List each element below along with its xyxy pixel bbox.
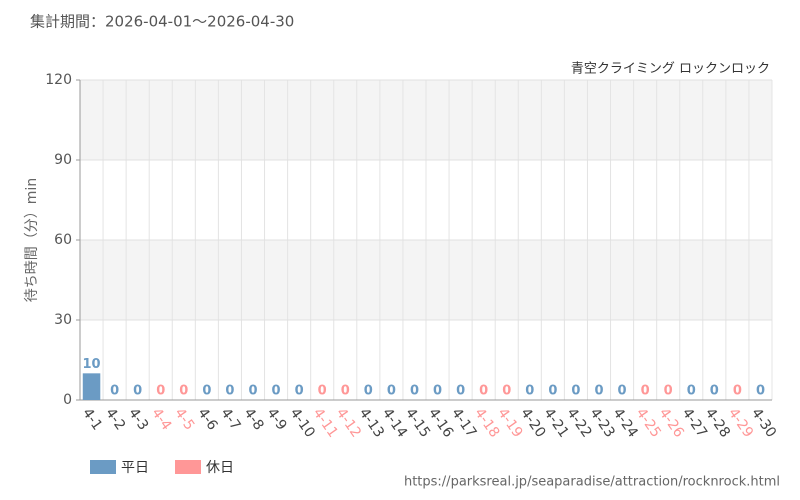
data-label: 0: [664, 384, 673, 399]
data-label: 0: [710, 384, 719, 399]
x-tick-label: 4-15: [402, 405, 433, 440]
legend-swatch: [90, 460, 116, 474]
data-label: 0: [202, 384, 211, 399]
data-label: 0: [525, 384, 534, 399]
data-label: 0: [410, 384, 419, 399]
data-label: 0: [456, 384, 465, 399]
data-label: 0: [733, 384, 742, 399]
data-label: 0: [548, 384, 557, 399]
x-tick-label: 4-14: [379, 405, 410, 440]
y-tick-label: 0: [63, 392, 72, 408]
x-tick-label: 4-9: [264, 405, 290, 433]
data-label: 0: [433, 384, 442, 399]
y-axis-label: 待ち時間（分）min: [24, 178, 40, 302]
data-label: 0: [341, 384, 350, 399]
legend-label: 休日: [206, 460, 234, 476]
bar: [82, 373, 101, 400]
data-label: 0: [295, 384, 304, 399]
chart-title: 集計期間：2026-04-01～2026-04-30: [30, 13, 294, 31]
data-label: 0: [641, 384, 650, 399]
x-tick-label: 4-3: [125, 405, 151, 433]
x-tick-label: 4-17: [448, 405, 479, 440]
data-label: 10: [82, 357, 100, 372]
x-tick-label: 4-27: [679, 405, 710, 440]
data-label: 0: [756, 384, 765, 399]
x-tick-label: 4-24: [610, 405, 641, 440]
source: https://parksreal.jp/seaparadise/attract…: [404, 475, 780, 490]
data-label: 0: [110, 384, 119, 399]
x-tick-label: 4-18: [471, 405, 502, 440]
data-label: 0: [272, 384, 281, 399]
x-tick-label: 4-16: [425, 405, 456, 440]
x-tick-label: 4-23: [586, 405, 617, 440]
x-tick-label: 4-19: [494, 405, 525, 440]
x-tick-label: 4-7: [217, 405, 243, 433]
y-tick-label: 90: [54, 152, 72, 168]
x-tick-label: 4-26: [656, 405, 687, 440]
x-tick-label: 4-10: [287, 405, 318, 440]
x-tick-label: 4-21: [540, 405, 571, 440]
data-label: 0: [364, 384, 373, 399]
y-tick-label: 120: [45, 72, 72, 88]
data-label: 0: [479, 384, 488, 399]
x-tick-label: 4-5: [171, 405, 197, 433]
x-tick-label: 4-2: [102, 405, 128, 433]
data-label: 0: [156, 384, 165, 399]
x-tick-label: 4-30: [748, 405, 779, 440]
data-label: 0: [571, 384, 580, 399]
data-label: 0: [687, 384, 696, 399]
data-label: 0: [594, 384, 603, 399]
legend-swatch: [175, 460, 201, 474]
x-tick-label: 4-4: [148, 405, 174, 433]
x-tick-label: 4-12: [333, 405, 364, 440]
data-label: 0: [179, 384, 188, 399]
data-label: 0: [318, 384, 327, 399]
x-tick-label: 4-8: [240, 405, 266, 433]
legend-label: 平日: [121, 460, 149, 476]
x-tick-label: 4-22: [563, 405, 594, 440]
data-label: 0: [618, 384, 627, 399]
x-tick-label: 4-6: [194, 405, 220, 433]
data-label: 0: [225, 384, 234, 399]
chart-subtitle: 青空クライミング ロックンロック: [571, 62, 770, 77]
x-tick-label: 4-1: [79, 405, 105, 433]
y-tick-label: 60: [54, 232, 72, 248]
y-tick-label: 30: [54, 312, 72, 328]
x-tick-label: 4-25: [633, 405, 664, 440]
x-tick-label: 4-20: [517, 405, 548, 440]
x-tick-label: 4-28: [702, 405, 733, 440]
x-tick-label: 4-29: [725, 405, 756, 440]
data-label: 0: [248, 384, 257, 399]
x-tick-label: 4-13: [356, 405, 387, 440]
data-label: 0: [502, 384, 511, 399]
data-label: 0: [133, 384, 142, 399]
x-tick-label: 4-11: [310, 405, 341, 440]
data-label: 0: [387, 384, 396, 399]
